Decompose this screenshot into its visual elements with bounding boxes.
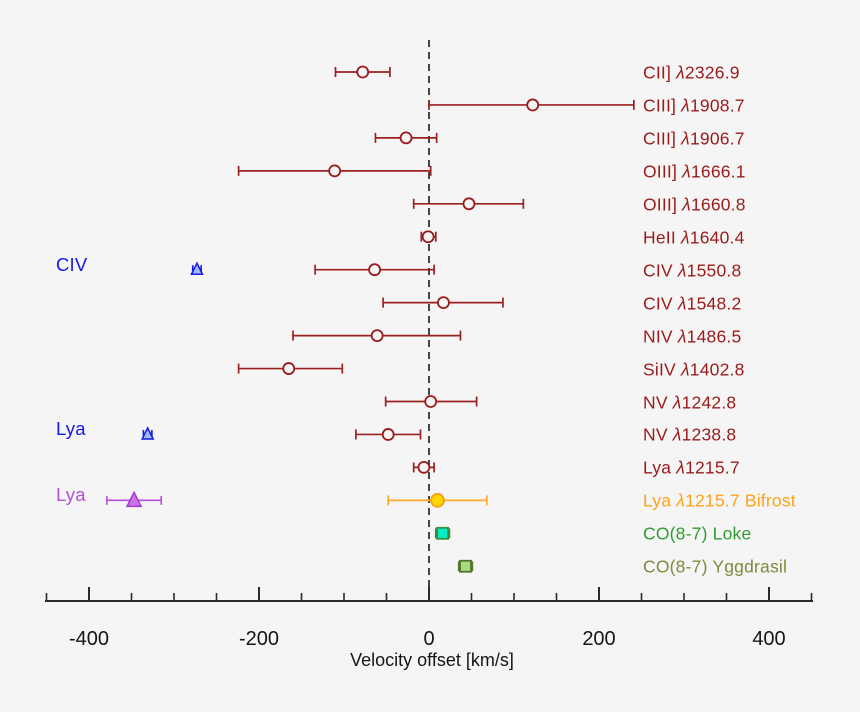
x-axis-title: Velocity offset [km/s] <box>350 650 514 670</box>
data-point-open-circle <box>399 131 413 145</box>
x-tick-label: 400 <box>752 628 786 650</box>
data-point-triangle <box>125 490 143 508</box>
row-label: NV λ1242.8 <box>643 391 737 412</box>
data-point-open-circle <box>381 428 395 441</box>
absorption-label: Lya <box>56 418 86 440</box>
row-label: CIV λ1550.8 <box>643 259 742 280</box>
row-label: CIV λ1548.2 <box>643 292 742 313</box>
data-point-square <box>436 526 450 540</box>
data-point-open-circle <box>417 460 431 474</box>
row-label: HeII λ1640.4 <box>643 227 745 247</box>
row-label: OIII] λ1660.8 <box>643 194 746 215</box>
row-label: CO(8-7) Loke <box>643 523 752 544</box>
row-label: CII] λ2326.9 <box>643 62 740 83</box>
row-label: CIII] λ1906.7 <box>643 128 745 149</box>
data-point-open-circle <box>437 296 450 310</box>
data-point-open-circle <box>526 98 540 112</box>
data-point-open-circle <box>370 329 384 343</box>
data-point-open-circle <box>462 197 476 211</box>
x-tick-label: 0 <box>423 628 435 650</box>
data-point-square <box>459 559 472 573</box>
row-label: NV λ1238.8 <box>643 424 737 445</box>
row-label: CO(8-7) Yggdrasil <box>643 556 788 577</box>
data-point-open-circle <box>282 362 296 375</box>
data-point-open-circle <box>356 65 370 79</box>
absorption-label: CIV <box>56 253 88 275</box>
row-label: Lya λ1215.7 Bifrost <box>643 490 796 511</box>
row-label: Lya λ1215.7 <box>643 457 740 478</box>
row-label: OIII] λ1666.1 <box>643 161 746 182</box>
data-point-filled-circle <box>430 493 445 508</box>
absorption-label: Lya <box>56 484 86 506</box>
data-point-open-circle <box>421 230 435 244</box>
data-point-open-circle <box>328 164 342 178</box>
row-label: CIII] λ1908.7 <box>643 95 745 116</box>
data-point-triangle <box>190 261 204 275</box>
data-point-triangle <box>140 426 155 440</box>
data-point-open-circle <box>424 395 438 408</box>
data-point-open-circle <box>368 263 382 277</box>
row-label: NIV λ1486.5 <box>643 325 742 346</box>
x-tick-label: -400 <box>68 628 110 650</box>
x-tick-label: -200 <box>238 628 280 650</box>
row-label: SiIV λ1402.8 <box>643 358 745 379</box>
x-tick-label: 200 <box>582 628 616 650</box>
